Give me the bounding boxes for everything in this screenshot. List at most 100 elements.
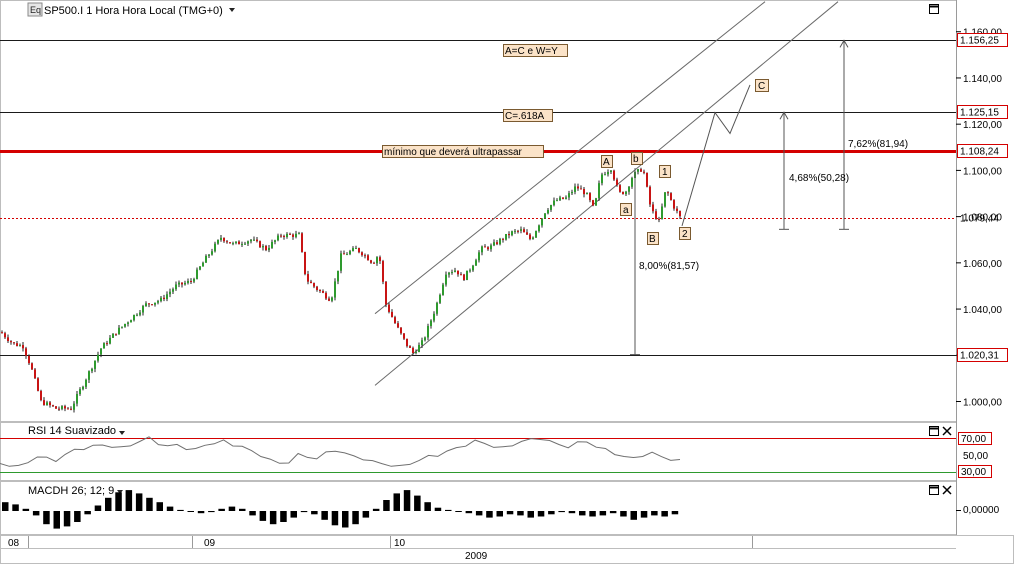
candle-down <box>151 304 153 306</box>
level-label: 1.125,15 <box>960 108 999 119</box>
candle-down <box>391 311 393 318</box>
candle-down <box>517 230 519 232</box>
candle-down <box>676 208 678 211</box>
candle-up <box>355 248 357 250</box>
candle-up <box>466 270 468 281</box>
candle-up <box>337 270 339 282</box>
candle-up <box>574 186 576 192</box>
candle-up <box>625 191 627 195</box>
candle-down <box>589 193 591 201</box>
macd-bar <box>537 511 545 517</box>
annotation-c618-box[interactable] <box>503 109 553 122</box>
macd-bar <box>475 511 483 516</box>
candle-up <box>97 354 99 361</box>
candle-down <box>508 233 510 236</box>
macd-bar <box>661 511 668 517</box>
macd-level: 0,00000 <box>963 505 1000 516</box>
rsi-title[interactable]: RSI 14 Suavizado <box>28 425 116 437</box>
annotation-ac-wy-box[interactable] <box>503 44 568 57</box>
rsi-close-icon[interactable] <box>942 426 952 436</box>
macd-bar <box>269 511 277 525</box>
rsi-maximize-icon[interactable] <box>929 426 939 436</box>
rsi-series <box>0 436 681 467</box>
macd-bar <box>434 507 442 511</box>
candle-down <box>385 281 387 305</box>
annotation-minimum: mínimo que deverá ultrapassar <box>384 147 523 158</box>
candle-up <box>418 345 420 352</box>
candle-down <box>412 347 414 353</box>
candle-down <box>358 248 360 253</box>
macd-bar <box>393 493 400 511</box>
candle-up <box>568 193 570 198</box>
candle-down <box>388 304 390 312</box>
candle-down <box>28 355 30 364</box>
wave-label-b: b <box>633 154 639 165</box>
macd-title[interactable]: MACDH 26; 12; 9 <box>28 485 114 497</box>
candle-up <box>433 313 435 321</box>
candle-up <box>286 233 288 238</box>
candle-up <box>244 243 246 245</box>
app-logo-icon <box>27 2 43 17</box>
macd-bar <box>486 511 493 518</box>
candle-up <box>187 280 189 283</box>
candle-down <box>370 260 372 263</box>
time-label-08: 08 <box>8 538 20 549</box>
macd-bar <box>32 511 40 516</box>
candle-down <box>502 238 504 240</box>
candle-up <box>109 337 111 344</box>
symbol-dropdown-icon[interactable] <box>229 8 235 12</box>
wave-label-b-box <box>631 152 643 165</box>
maximize-price-panel-icon[interactable] <box>929 4 939 14</box>
rsi-level-30-tag <box>958 465 992 478</box>
projection-line <box>681 84 751 227</box>
channel-lower-line <box>374 1 839 386</box>
candle-up <box>142 306 144 313</box>
candle-down <box>13 342 15 344</box>
macd-bar <box>74 511 81 522</box>
candle-up <box>184 282 186 285</box>
macd-bar <box>146 497 153 511</box>
candle-down <box>304 251 306 275</box>
candle-up <box>205 255 207 263</box>
macd-bar <box>259 511 267 521</box>
macd-bar <box>414 495 421 511</box>
candle-up <box>202 262 204 267</box>
candle-down <box>181 282 183 285</box>
macd-bar <box>156 502 163 511</box>
y-tick-label: 1.000,00 <box>963 398 1002 409</box>
annotation-minimum-box[interactable] <box>382 145 544 158</box>
candle-down <box>409 346 411 348</box>
macd-bar <box>63 511 71 527</box>
candle-up <box>262 245 264 248</box>
rsi-dropdown-icon[interactable] <box>119 431 125 435</box>
macd-bar <box>53 511 60 529</box>
macd-bar <box>177 509 184 511</box>
candle-down <box>67 408 69 410</box>
y-tick-label: 1.100,00 <box>963 166 1002 177</box>
wave-label-A-box <box>601 155 613 168</box>
macd-bar <box>424 502 431 511</box>
symbol-title[interactable]: SP500.I 1 Hora Hora Local (TMG+0) <box>44 5 223 17</box>
measure-arrows <box>630 39 849 356</box>
candle-up <box>490 245 492 250</box>
candle-up <box>442 284 444 295</box>
macd-bar <box>135 493 143 511</box>
wave-label-a-box <box>620 203 632 216</box>
macd-close-icon[interactable] <box>942 485 952 495</box>
candle-down <box>64 406 66 409</box>
candle-down <box>457 270 459 275</box>
candle-down <box>361 252 363 256</box>
candle-down <box>223 237 225 242</box>
level-tag <box>957 33 1008 47</box>
candle-down <box>529 234 531 239</box>
macd-maximize-icon[interactable] <box>929 485 939 495</box>
candle-down <box>379 257 381 262</box>
candle-down <box>70 408 72 410</box>
macd-bar <box>321 511 328 520</box>
candle-up <box>295 233 297 237</box>
macd-bar <box>455 511 462 512</box>
macd-bar <box>383 500 390 511</box>
candle-down <box>328 298 330 301</box>
macd-dropdown-icon[interactable] <box>117 490 123 494</box>
candle-up <box>610 170 612 173</box>
